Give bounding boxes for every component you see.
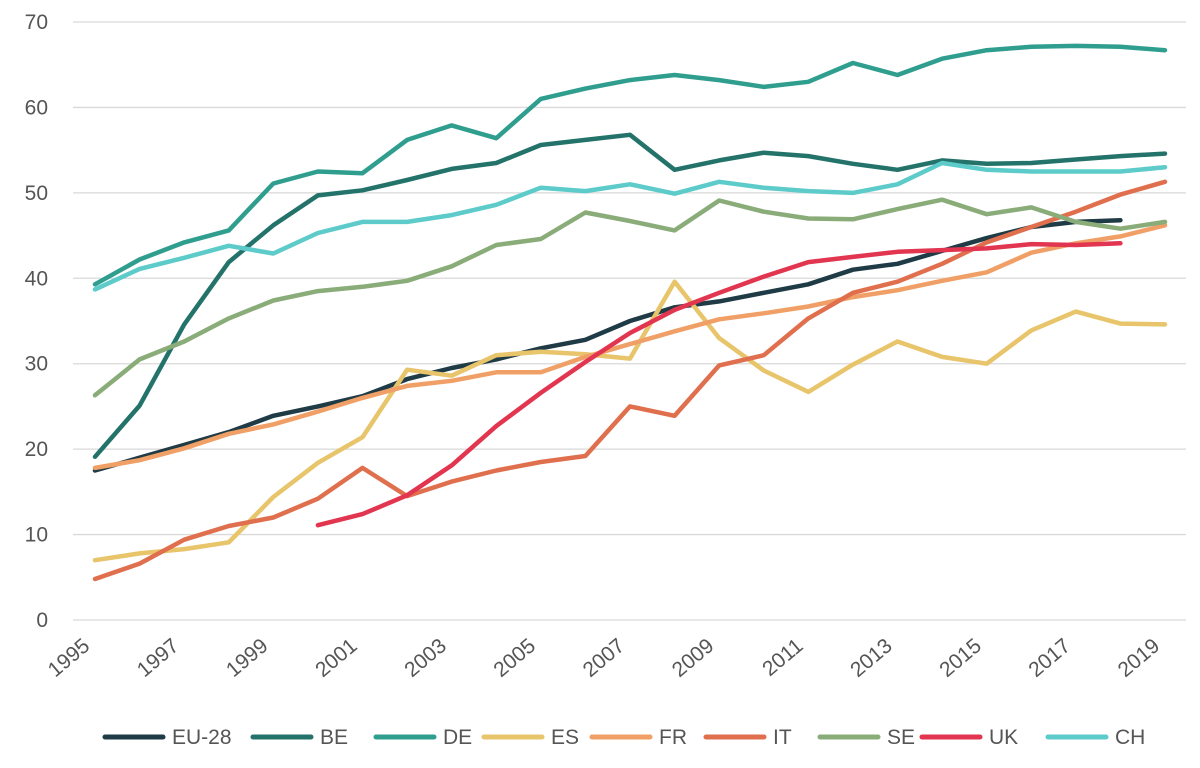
x-tick-label: 2011 [758,634,807,681]
legend: EU-28 BE DE ES FR IT SE UK CH [102,726,1145,749]
y-tick-label: 10 [25,524,48,547]
series-line-it [92,179,1168,582]
x-tick-label: 1999 [222,634,273,682]
x-axis: 1995 1997 1999 2001 2003 2005 2007 2009 2011 2013… [44,634,1165,682]
legend-item-es: ES [481,726,579,749]
plot-area [92,43,1168,582]
series-line-be [92,132,1168,460]
y-tick-label: 70 [25,11,48,34]
x-tick-label: 2013 [846,634,897,682]
series-line-de [92,43,1168,287]
legend-label: DE [443,726,472,749]
legend-label: ES [551,726,579,749]
legend-label: IT [773,726,792,749]
legend-label: SE [887,726,915,749]
legend-label: FR [659,726,687,749]
y-tick-label: 60 [25,96,48,119]
legend-item-uk: UK [919,726,1018,749]
gridlines [73,21,1186,621]
legend-label: BE [320,726,348,749]
x-tick-label: 2015 [935,634,986,682]
series-line-ch [92,160,1168,292]
legend-item-ch: CH [1045,726,1145,749]
y-tick-label: 30 [25,353,48,376]
legend-label: UK [989,726,1018,749]
x-tick-label: 2009 [668,634,719,682]
y-tick-label: 0 [36,609,48,632]
legend-item-se: SE [817,726,915,749]
x-tick-label: 1995 [44,634,95,682]
series-line-uk [315,241,1123,528]
x-tick-label: 2001 [311,634,362,682]
x-tick-label: 2019 [1114,634,1165,682]
x-tick-label: 2007 [579,634,630,682]
legend-item-eu-28: EU-28 [102,726,232,749]
x-tick-label: 2017 [1024,634,1075,682]
legend-item-de: DE [373,726,472,749]
legend-label: CH [1115,726,1145,749]
series-line-es [92,279,1168,563]
x-tick-label: 1997 [133,634,184,682]
legend-item-fr: FR [589,726,687,749]
x-tick-label: 2005 [489,634,540,682]
legend-label: EU-28 [172,726,232,749]
legend-item-be: BE [250,726,348,749]
series-line-fr [92,223,1168,471]
x-tick-label: 2003 [400,634,451,682]
legend-item-it: IT [703,726,792,749]
series-line-se [92,197,1168,398]
y-tick-label: 40 [25,267,48,290]
y-axis: 0 10 20 30 40 50 60 70 [25,11,48,632]
y-tick-label: 50 [25,182,48,205]
y-tick-label: 20 [25,438,48,461]
